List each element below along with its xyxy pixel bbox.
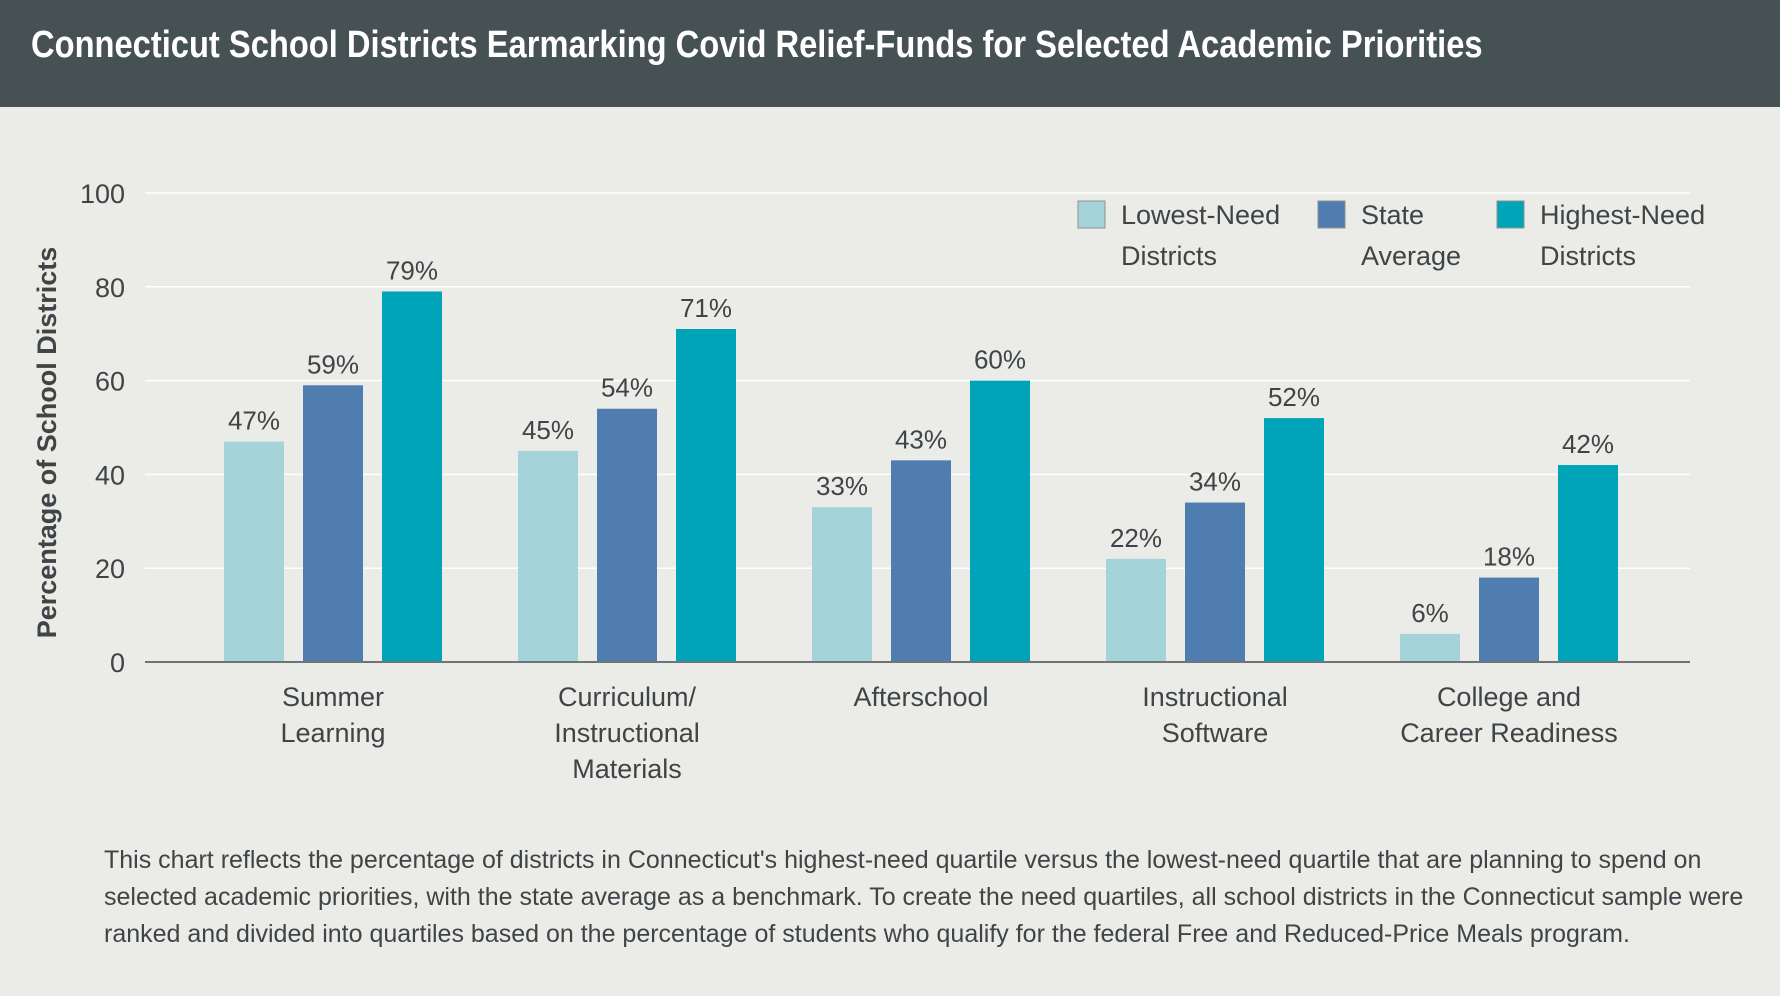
legend-swatch — [1077, 200, 1106, 229]
x-category-label: Summer — [282, 682, 384, 712]
data-label: 79% — [386, 255, 438, 285]
data-label: 6% — [1411, 598, 1449, 628]
legend-label: Average — [1361, 241, 1461, 271]
bar — [970, 380, 1030, 662]
y-tick-label: 60 — [95, 367, 125, 397]
data-label: 42% — [1562, 429, 1614, 459]
chart-header: Connecticut School Districts Earmarking … — [0, 0, 1780, 107]
y-tick-label: 20 — [95, 554, 125, 584]
bar — [812, 507, 872, 662]
bar — [1106, 558, 1166, 662]
data-label: 60% — [974, 345, 1026, 375]
data-label: 71% — [680, 293, 732, 323]
x-category-label: Learning — [280, 718, 385, 748]
data-label: 52% — [1268, 382, 1320, 412]
y-tick-label: 100 — [80, 179, 125, 209]
footnote-line: This chart reflects the percentage of di… — [104, 846, 1702, 874]
bar — [303, 385, 363, 662]
x-category-label: Career Readiness — [1400, 718, 1618, 748]
footnote-line: selected academic priorities, with the s… — [104, 883, 1744, 911]
legend-label: State — [1361, 200, 1424, 230]
x-category-label: Instructional — [554, 718, 700, 748]
data-label: 47% — [228, 406, 280, 436]
bar — [597, 408, 657, 662]
bar — [1264, 418, 1324, 662]
x-category-label: Afterschool — [853, 682, 988, 712]
data-label: 33% — [816, 471, 868, 501]
legend-label: Highest-Need — [1540, 200, 1705, 230]
bar — [1479, 577, 1539, 662]
footnote: This chart reflects the percentage of di… — [104, 842, 1744, 953]
footnote-line: ranked and divided into quartiles based … — [104, 920, 1630, 948]
x-category-label: College and — [1437, 682, 1581, 712]
bar — [891, 460, 951, 662]
y-tick-label: 80 — [95, 273, 125, 303]
x-category-label: Software — [1162, 718, 1269, 748]
y-tick-label: 0 — [110, 648, 125, 678]
x-category-label: Instructional — [1142, 682, 1288, 712]
x-category-label: Curriculum/ — [558, 682, 697, 712]
chart-title: Connecticut School Districts Earmarking … — [31, 24, 1483, 66]
bar — [1400, 633, 1460, 662]
bar-chart: 0 20 40 60 80 100 Percentage of School Distric… — [32, 179, 1705, 784]
data-label: 54% — [601, 373, 653, 403]
data-label: 59% — [307, 349, 359, 379]
legend-label: Lowest-Need — [1121, 200, 1280, 230]
data-label: 43% — [895, 424, 947, 454]
bar — [224, 441, 284, 662]
legend-label: Districts — [1121, 241, 1217, 271]
bar — [676, 329, 736, 662]
data-label: 45% — [522, 415, 574, 445]
legend-label: Districts — [1540, 241, 1636, 271]
y-axis-title: Percentage of School Districts — [32, 247, 62, 639]
bar — [1558, 465, 1618, 662]
bar — [518, 450, 578, 662]
bar — [1185, 502, 1245, 662]
legend-swatch — [1317, 200, 1346, 229]
data-label: 34% — [1189, 467, 1241, 497]
data-label: 18% — [1483, 542, 1535, 572]
bar — [382, 291, 442, 662]
data-label: 22% — [1110, 523, 1162, 553]
x-category-label: Materials — [572, 754, 682, 784]
y-tick-label: 40 — [95, 460, 125, 490]
legend-swatch — [1496, 200, 1525, 229]
